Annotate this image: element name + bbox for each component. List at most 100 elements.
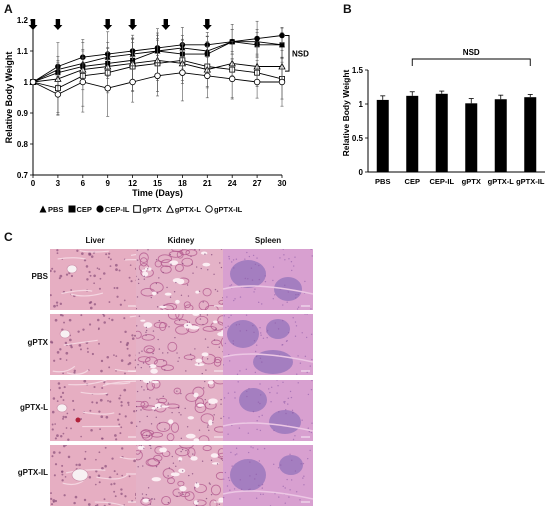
tubule — [160, 265, 172, 274]
tubule — [153, 454, 163, 462]
cell-dot — [293, 265, 295, 267]
nucleus — [70, 274, 74, 278]
nucleus — [172, 462, 175, 464]
tubule-lumen — [212, 320, 218, 324]
cell-dot — [292, 412, 294, 414]
nucleus — [121, 447, 124, 450]
tubule — [194, 483, 207, 494]
nucleus — [80, 435, 82, 438]
white-pulp-follicle — [279, 455, 303, 475]
nucleus — [98, 268, 101, 271]
nucleus — [206, 426, 209, 428]
nucleus — [79, 348, 82, 351]
cell-dot — [258, 264, 260, 267]
nucleus — [204, 398, 206, 401]
tubule — [139, 257, 148, 267]
nucleus — [133, 459, 136, 463]
histology-spleen-gptx — [223, 314, 313, 375]
nucleus — [65, 359, 68, 361]
nucleus — [206, 314, 209, 316]
cell-dot — [294, 470, 297, 472]
sinusoid — [94, 501, 126, 506]
tubule-lumen — [143, 322, 153, 328]
nucleus — [59, 357, 62, 361]
nucleus — [202, 301, 204, 303]
nucleus — [140, 445, 142, 447]
cell-dot — [230, 284, 233, 286]
dosing-arrow-icon — [128, 19, 138, 30]
sinusoid — [105, 382, 131, 385]
cell-dot — [253, 331, 255, 334]
cell-dot — [309, 449, 311, 452]
y-tick-label: 0.9 — [17, 109, 29, 118]
nucleus — [62, 432, 65, 435]
nucleus — [108, 317, 111, 320]
nucleus — [61, 470, 64, 473]
sinusoid — [96, 474, 129, 480]
cell-dot — [229, 489, 231, 491]
tubule — [193, 499, 207, 506]
tubule-lumen — [210, 453, 219, 458]
nucleus — [142, 497, 144, 499]
nucleus — [147, 388, 149, 391]
tubule-lumen — [137, 445, 145, 450]
cell-dot — [255, 473, 257, 476]
nucleus — [87, 351, 89, 353]
cell-dot — [255, 497, 258, 499]
cell-dot — [255, 344, 258, 346]
nucleus — [201, 372, 203, 375]
nucleus — [148, 435, 151, 437]
nucleus — [178, 492, 180, 494]
nucleus — [63, 494, 66, 497]
cell-dot — [234, 397, 236, 399]
nucleus — [56, 249, 59, 252]
cell-dot — [245, 368, 248, 371]
nucleus — [118, 413, 121, 416]
tubule-lumen — [154, 403, 162, 409]
tubule-lumen — [194, 363, 205, 367]
nucleus — [180, 294, 183, 296]
histology-kidney-gptx-l — [136, 380, 226, 441]
cell-dot — [310, 333, 313, 335]
nucleus — [53, 270, 56, 273]
nucleus — [139, 421, 141, 423]
cell-dot — [295, 297, 297, 299]
nucleus — [154, 409, 156, 412]
cell-dot — [282, 485, 284, 488]
nucleus — [54, 463, 58, 466]
tubule — [153, 321, 168, 329]
tubule — [195, 315, 209, 326]
nucleus — [150, 498, 153, 500]
nucleus — [73, 408, 75, 411]
cell-dot — [223, 415, 225, 418]
x-tick-label: 18 — [178, 179, 187, 188]
nucleus — [120, 359, 124, 362]
x-axis-label: Time (Days) — [132, 188, 183, 198]
cell-dot — [270, 401, 272, 403]
nucleus — [167, 352, 169, 354]
tubule-lumen — [185, 433, 196, 439]
cell-dot — [269, 505, 272, 506]
nucleus — [118, 423, 121, 426]
nucleus — [54, 423, 57, 425]
nucleus — [160, 405, 162, 407]
tubule-lumen — [208, 419, 213, 426]
legend-symbol-open-circle — [205, 205, 213, 215]
x-tick-label: 12 — [128, 179, 137, 188]
tubule — [143, 345, 155, 354]
nucleus — [120, 404, 123, 407]
tubule-lumen — [168, 419, 174, 424]
category-label: gPTX-IL — [516, 177, 545, 186]
nucleus — [150, 447, 152, 450]
nucleus — [209, 403, 211, 406]
nucleus — [158, 422, 161, 425]
nsd-bracket — [285, 35, 290, 72]
nucleus — [156, 292, 159, 294]
nucleus — [58, 451, 61, 454]
nucleus — [134, 359, 137, 361]
legend-label: gPTX-IL — [213, 205, 243, 214]
nucleus — [133, 334, 137, 337]
tubule-lumen — [178, 457, 183, 461]
nucleus — [200, 267, 202, 270]
cell-dot — [262, 493, 264, 495]
